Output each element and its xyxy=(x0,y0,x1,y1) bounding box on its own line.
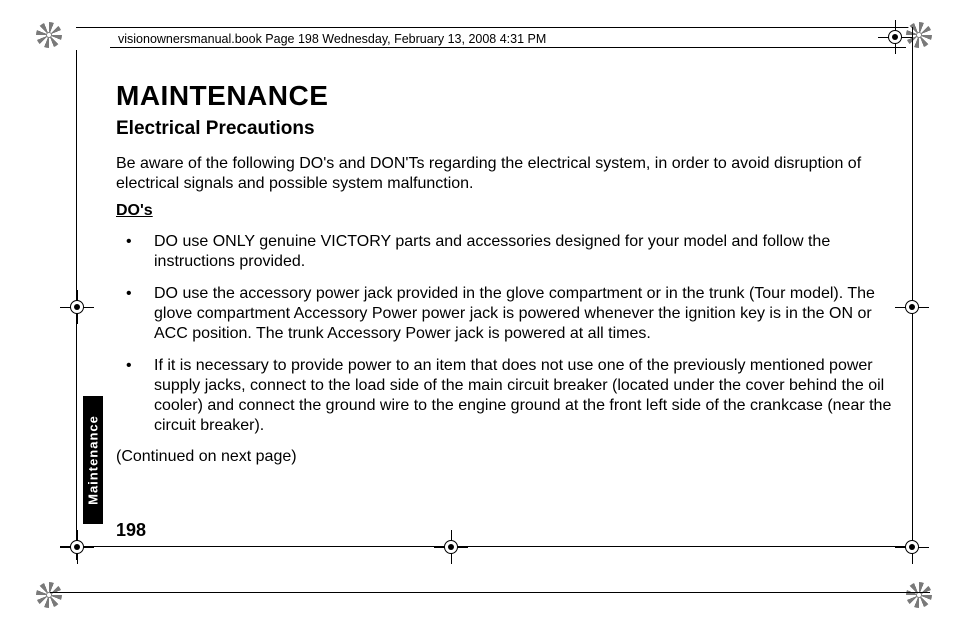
bullet-icon: • xyxy=(126,232,132,252)
bullet-list: • DO use ONLY genuine VICTORY parts and a… xyxy=(116,232,900,436)
intro-paragraph: Be aware of the following DO's and DON'T… xyxy=(116,154,900,194)
content-area: MAINTENANCE Electrical Precautions Be aw… xyxy=(116,80,900,466)
crop-target-icon xyxy=(895,290,929,324)
list-item-text: DO use the accessory power jack provided… xyxy=(154,285,875,342)
page-number: 198 xyxy=(116,520,146,541)
list-item: • DO use the accessory power jack provide… xyxy=(116,284,900,344)
page-root: { "header": { "running_head": "visionown… xyxy=(0,0,954,636)
list-item-text: If it is necessary to provide power to a… xyxy=(154,357,891,434)
crop-line-top-2 xyxy=(110,47,906,48)
bullet-icon: • xyxy=(126,284,132,304)
section-tab: Maintenance xyxy=(83,396,103,524)
crop-target-icon xyxy=(434,530,468,564)
crop-target-icon xyxy=(895,530,929,564)
crop-line-top xyxy=(76,27,913,28)
crop-target-icon xyxy=(60,530,94,564)
crop-target-icon xyxy=(878,20,912,54)
list-item-text: DO use ONLY genuine VICTORY parts and ac… xyxy=(154,233,830,270)
dos-label: DO's xyxy=(116,202,900,220)
crop-line-bottom-outer xyxy=(50,592,930,593)
crop-target-icon xyxy=(60,290,94,324)
running-header: visionownersmanual.book Page 198 Wednesd… xyxy=(118,32,546,46)
continued-note: (Continued on next page) xyxy=(116,448,900,466)
registration-mark-icon xyxy=(36,22,62,48)
list-item: • If it is necessary to provide power to … xyxy=(116,356,900,436)
crop-line-bottom xyxy=(60,546,914,547)
page-title: MAINTENANCE xyxy=(116,80,900,112)
list-item: • DO use ONLY genuine VICTORY parts and a… xyxy=(116,232,900,272)
section-tab-label: Maintenance xyxy=(86,415,101,505)
bullet-icon: • xyxy=(126,356,132,376)
section-heading: Electrical Precautions xyxy=(116,118,900,140)
